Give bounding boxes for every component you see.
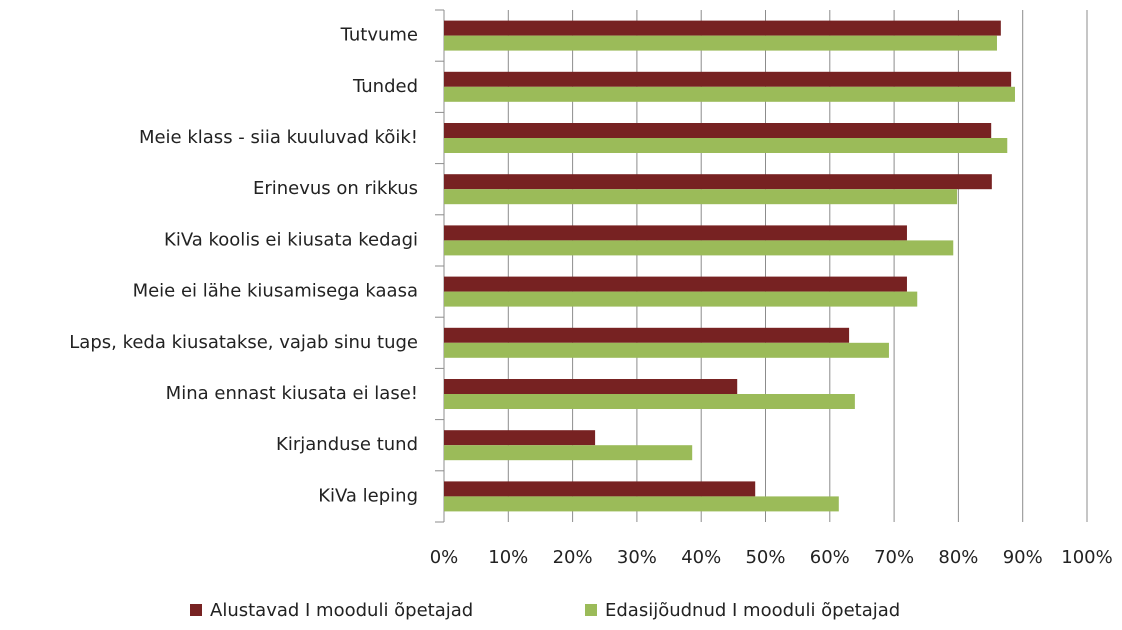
bar: [444, 379, 738, 394]
x-tick-label: 30%: [617, 547, 657, 568]
legend-label: Edasijõudnud I mooduli õpetajad: [605, 600, 900, 621]
x-tick-label: 10%: [488, 547, 528, 568]
bar: [444, 174, 992, 190]
y-tick-label: Meie klass - siia kuuluvad kõik!: [139, 127, 418, 148]
bar: [444, 123, 992, 138]
bar: [444, 291, 918, 307]
bar: [444, 35, 997, 51]
y-tick-label: Tutvume: [340, 25, 418, 46]
x-tick-label: 20%: [553, 547, 593, 568]
bar: [444, 481, 756, 497]
bar: [444, 342, 889, 358]
bar: [444, 327, 850, 343]
bar: [444, 394, 855, 409]
legend-swatch: [190, 604, 202, 616]
bar: [444, 430, 596, 446]
y-tick-label: Laps, keda kiusatakse, vajab sinu tuge: [69, 332, 418, 353]
x-tick-label: 40%: [681, 547, 721, 568]
y-tick-label: Tunded: [352, 76, 418, 97]
bar: [444, 240, 954, 256]
bar: [444, 276, 907, 292]
bar: [444, 20, 1001, 36]
x-tick-label: 100%: [1061, 547, 1112, 568]
y-tick-label: KiVa koolis ei kiusata kedagi: [164, 229, 418, 250]
x-tick-label: 50%: [745, 547, 785, 568]
x-tick-label: 70%: [874, 547, 914, 568]
bar: [444, 445, 693, 461]
y-tick-label: Meie ei lähe kiusamisega kaasa: [133, 281, 418, 302]
x-tick-label: 80%: [938, 547, 978, 568]
bar: [444, 138, 1008, 153]
y-tick-label: Mina ennast kiusata ei lase!: [166, 383, 418, 404]
x-tick-label: 0%: [430, 547, 459, 568]
x-tick-label: 60%: [810, 547, 850, 568]
x-tick-label: 90%: [1003, 547, 1043, 568]
y-tick-label: Erinevus on rikkus: [253, 178, 418, 199]
legend-label: Alustavad I mooduli õpetajad: [210, 600, 473, 621]
bar: [444, 86, 1015, 102]
bar: [444, 189, 958, 205]
bar: [444, 496, 839, 512]
y-tick-label: KiVa leping: [318, 485, 418, 506]
legend-swatch: [585, 604, 597, 616]
y-tick-label: Kirjanduse tund: [276, 434, 418, 455]
bar: [444, 71, 1012, 87]
bar: [444, 225, 907, 241]
